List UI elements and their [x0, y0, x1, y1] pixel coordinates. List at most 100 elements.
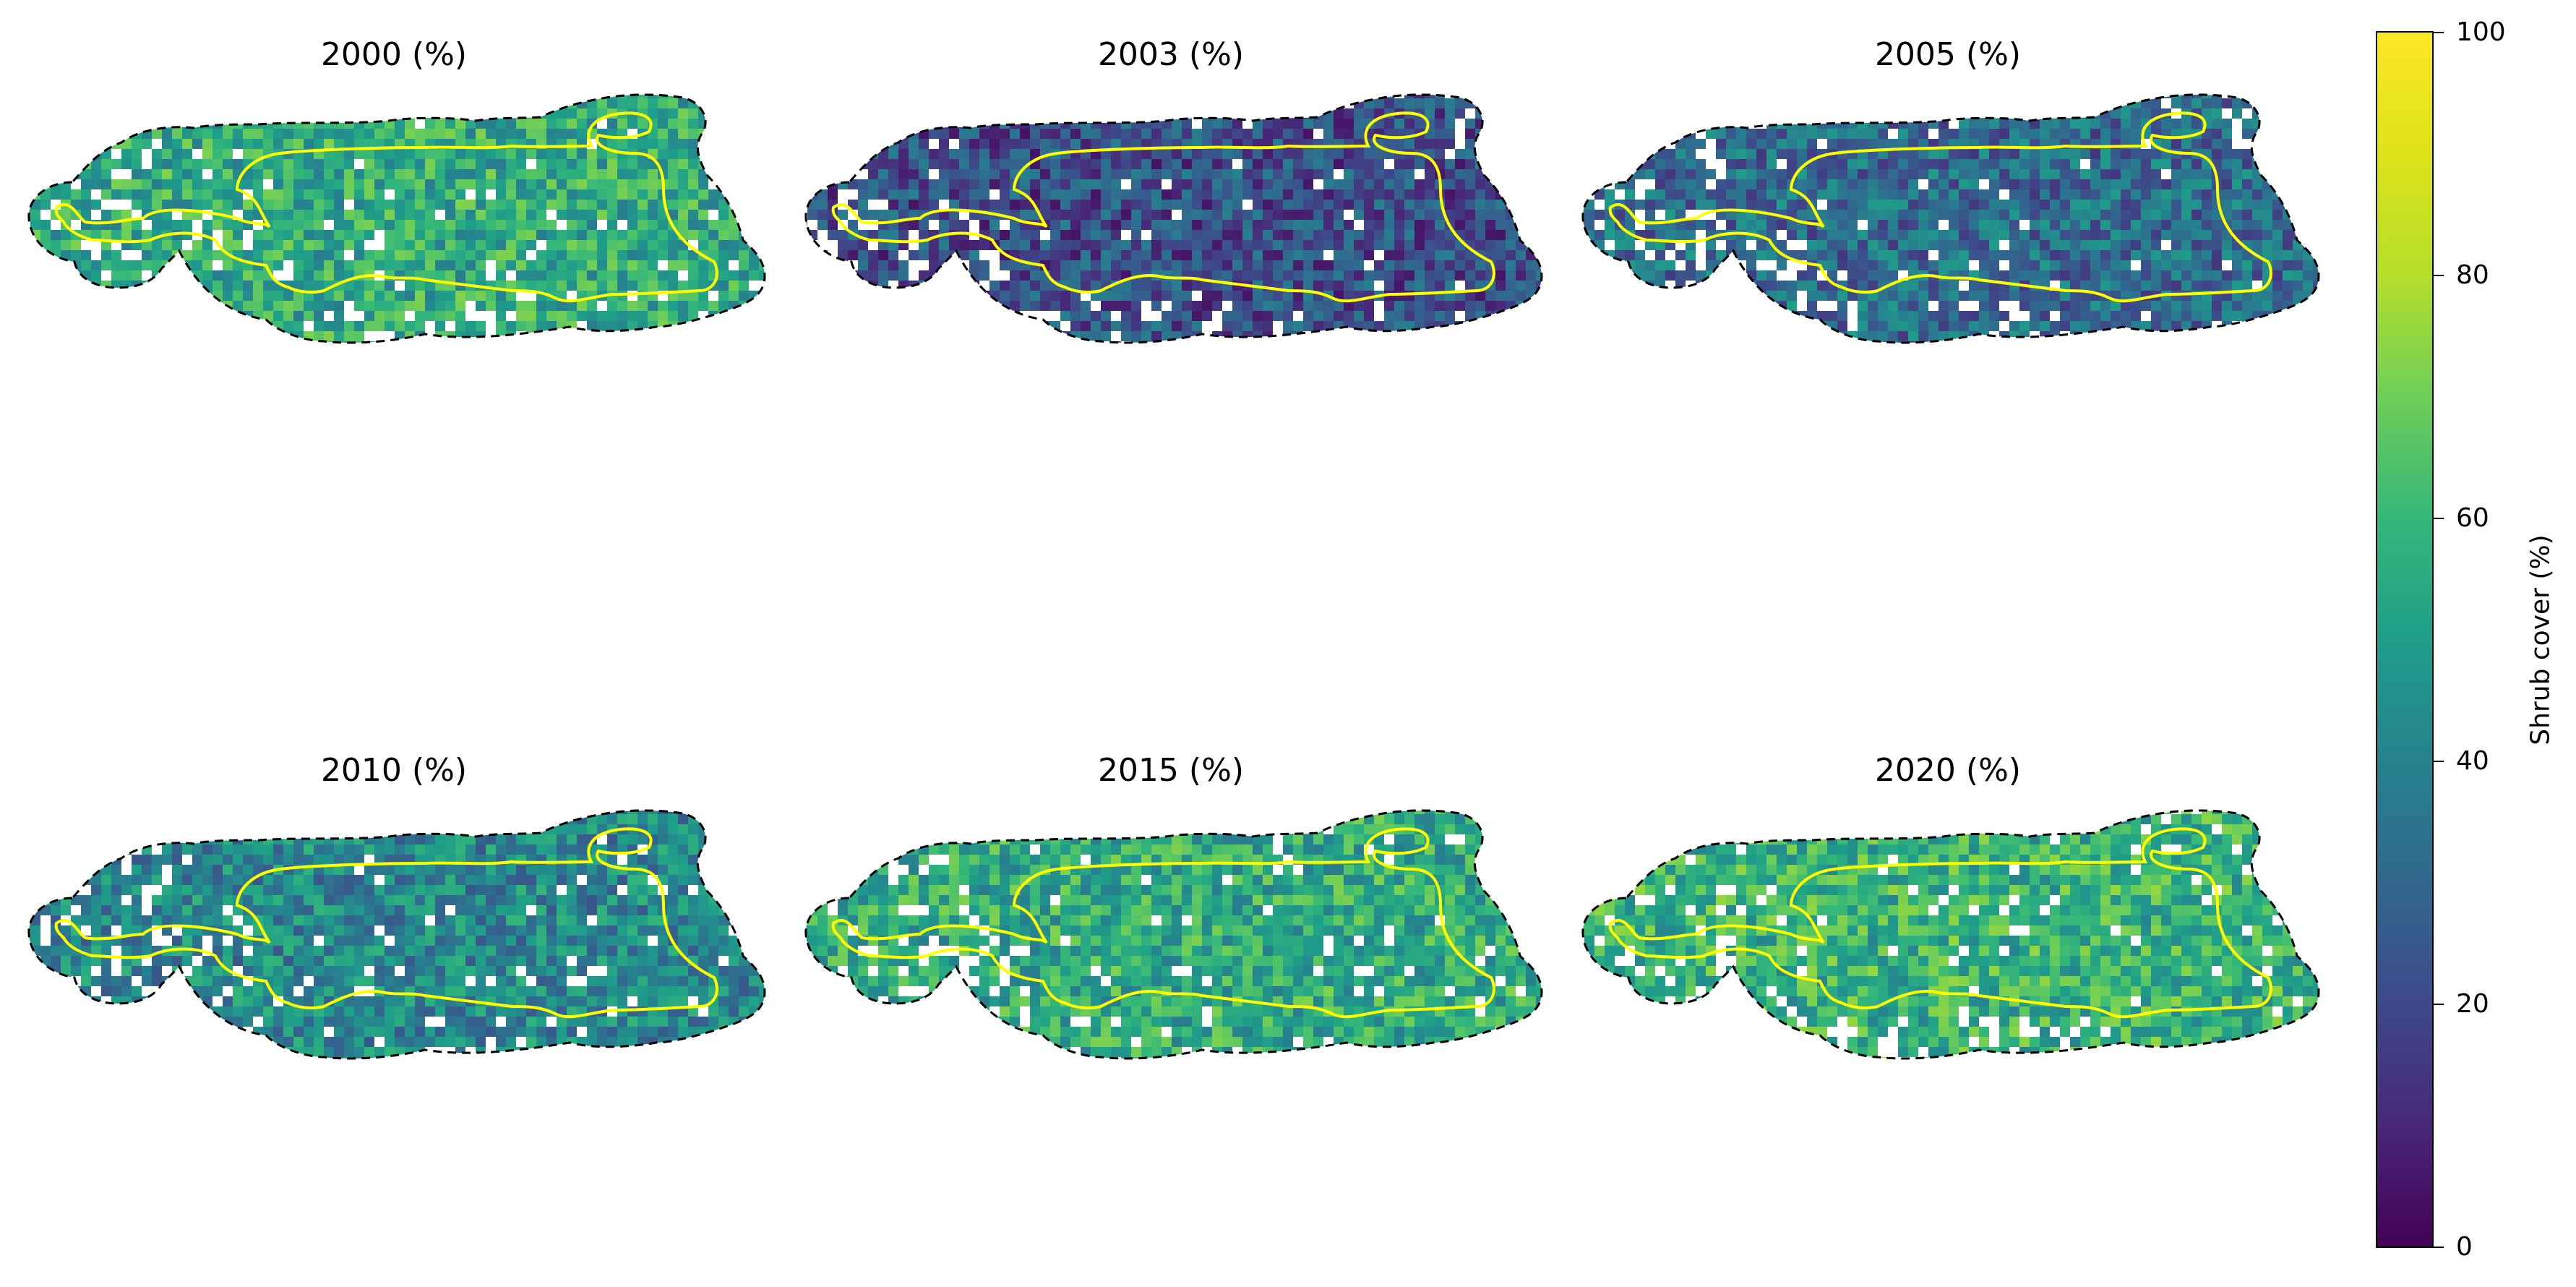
- raster-cell: [1273, 129, 1284, 140]
- raster-cell: [445, 270, 456, 281]
- raster-cell: [1989, 149, 2000, 160]
- raster-cell: [71, 291, 82, 302]
- raster-cell: [1594, 94, 1605, 99]
- raster-cell: [1010, 230, 1021, 241]
- raster-cell: [1354, 200, 1365, 210]
- raster-cell: [1121, 250, 1132, 261]
- raster-cell: [385, 98, 395, 109]
- raster-cell: [40, 119, 51, 129]
- raster-cell: [101, 341, 112, 343]
- raster-cell: [858, 149, 869, 160]
- raster-cell: [1969, 159, 1980, 170]
- raster-cell: [979, 149, 990, 160]
- raster-cell: [1455, 270, 1466, 281]
- raster-cell: [1999, 210, 2010, 221]
- raster-cell: [1696, 169, 1706, 180]
- raster-cell: [1414, 159, 1425, 170]
- raster-cell: [1111, 98, 1122, 109]
- raster-cell: [1283, 270, 1294, 281]
- raster-cell: [385, 220, 395, 231]
- raster-cell: [929, 169, 940, 180]
- raster-cell: [465, 291, 476, 302]
- raster-cell: [1182, 108, 1193, 119]
- raster-cell: [476, 341, 486, 343]
- raster-cell: [759, 240, 765, 251]
- raster-cell: [1696, 94, 1706, 99]
- raster-cell: [1293, 341, 1304, 343]
- raster-cell: [1495, 108, 1506, 119]
- raster-cell: [61, 189, 72, 200]
- raster-cell: [1847, 108, 1858, 119]
- raster-cell: [2171, 169, 2182, 180]
- raster-cell: [949, 220, 960, 231]
- raster-cell: [1868, 230, 1879, 241]
- raster-cell: [1182, 169, 1193, 180]
- raster-cell: [1111, 149, 1122, 160]
- raster-cell: [817, 129, 828, 140]
- raster-cell: [2262, 94, 2273, 99]
- raster-cell: [1070, 139, 1081, 150]
- raster-cell: [567, 179, 578, 190]
- raster-cell: [354, 240, 365, 251]
- raster-cell: [2161, 220, 2172, 231]
- raster-cell: [658, 341, 669, 343]
- raster-cell: [374, 129, 385, 140]
- raster-cell: [516, 281, 527, 291]
- raster-cell: [607, 220, 618, 231]
- raster-cell: [969, 240, 980, 251]
- raster-cell: [868, 200, 879, 210]
- raster-cell: [1949, 200, 1959, 210]
- raster-cell: [769, 98, 773, 109]
- raster-cell: [1293, 98, 1304, 109]
- raster-cell: [2009, 108, 2020, 119]
- raster-cell: [212, 179, 223, 190]
- raster-cell: [354, 189, 365, 200]
- raster-cell: [212, 260, 223, 271]
- raster-cell: [577, 189, 588, 200]
- raster-cell: [959, 189, 970, 200]
- raster-cell: [1706, 129, 1717, 140]
- raster-cell: [273, 139, 284, 150]
- raster-cell: [546, 341, 557, 343]
- raster-cell: [1263, 301, 1274, 312]
- raster-cell: [395, 179, 405, 190]
- raster-cell: [2252, 189, 2263, 200]
- raster-cell: [1696, 149, 1706, 160]
- raster-cell: [2151, 149, 2162, 160]
- raster-cell: [1536, 321, 1542, 332]
- raster-cell: [759, 341, 765, 343]
- raster-cell: [1414, 200, 1425, 210]
- raster-cell: [314, 179, 325, 190]
- raster-cell: [435, 119, 446, 129]
- raster-cell: [1686, 179, 1696, 190]
- raster-cell: [2060, 149, 2071, 160]
- raster-cell: [1615, 119, 1626, 129]
- raster-cell: [898, 149, 909, 160]
- raster-cell: [111, 230, 122, 241]
- raster-cell: [848, 119, 859, 129]
- raster-cell: [162, 210, 173, 221]
- raster-cell: [1060, 260, 1071, 271]
- raster-cell: [1121, 179, 1132, 190]
- raster-cell: [314, 260, 325, 271]
- raster-cell: [354, 108, 365, 119]
- raster-cell: [898, 210, 909, 221]
- raster-cell: [1485, 108, 1496, 119]
- raster-cell: [263, 260, 274, 271]
- raster-cell: [1030, 331, 1041, 342]
- raster-cell: [1686, 230, 1696, 241]
- raster-cell: [1182, 210, 1193, 221]
- raster-cell: [283, 260, 294, 271]
- raster-cell: [455, 94, 466, 99]
- raster-cell: [40, 301, 51, 312]
- raster-cell: [597, 250, 608, 261]
- raster-cell: [1766, 220, 1777, 231]
- raster-cell: [959, 94, 970, 99]
- raster-cell: [1726, 108, 1737, 119]
- panel-title: 2003 (%): [1097, 36, 1245, 73]
- raster-cell: [1746, 98, 1757, 109]
- raster-cell: [1020, 139, 1031, 150]
- raster-cell: [61, 301, 72, 312]
- raster-cell: [2323, 159, 2327, 170]
- raster-cell: [1364, 240, 1375, 251]
